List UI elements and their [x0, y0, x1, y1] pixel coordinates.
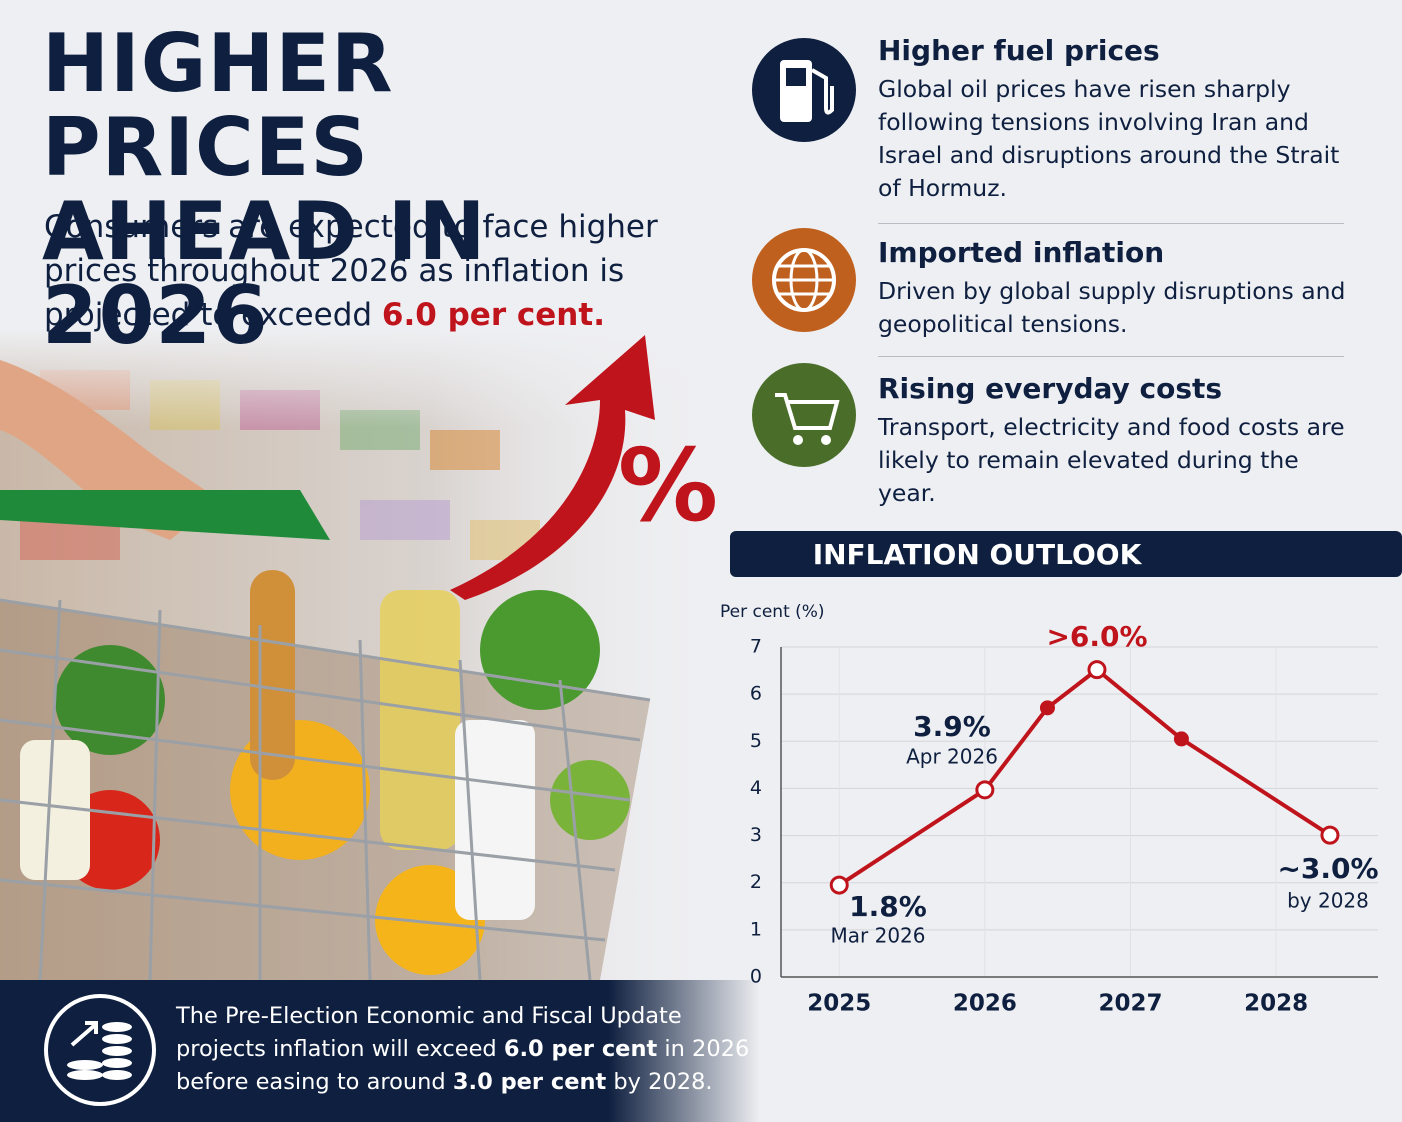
- footer-icon: [44, 994, 156, 1106]
- footer-part: by 2028.: [606, 1069, 713, 1095]
- feature-text: Global oil prices have risen sharply fol…: [878, 75, 1340, 202]
- cart-handle: [0, 490, 330, 540]
- footer-highlight: 6.0 per cent: [503, 1036, 658, 1062]
- title-line: AHEAD IN 2026: [42, 185, 487, 362]
- title: HIGHER PRICES AHEAD IN 2026: [42, 22, 722, 358]
- arrow: [450, 335, 655, 600]
- feature-title: Higher fuel prices: [878, 34, 1160, 67]
- footer-text: The Pre-Election Economic and Fiscal Upd…: [176, 1000, 766, 1099]
- title-line: HIGHER PRICES: [42, 17, 394, 194]
- footer-part: in 2026 before easing to around: [176, 1036, 750, 1095]
- feature: Rising everyday costs Transport, electric…: [878, 372, 1348, 510]
- footer-band: [0, 980, 760, 1122]
- divider: [878, 356, 1344, 357]
- feature-title: Rising everyday costs: [878, 372, 1223, 405]
- footer-highlight: 3.0 per cent: [452, 1069, 607, 1095]
- feature: Imported inflation Driven by global suppl…: [878, 236, 1348, 341]
- cart: [0, 570, 651, 981]
- feature-text: Transport, electricity and food costs ar…: [878, 413, 1345, 507]
- percent-symbol: %: [618, 427, 718, 544]
- subtitle-text: Consumers are expected to face higher pr…: [44, 209, 658, 333]
- fuel-icon: [752, 38, 856, 142]
- feature: Higher fuel prices Global oil prices have…: [878, 34, 1348, 205]
- footer-part: The Pre-Election Economic and Fiscal Upd…: [176, 1003, 682, 1062]
- subtitle-highlight: 6.0 per cent.: [381, 297, 605, 333]
- cart-icon: [752, 363, 856, 467]
- feature-title: Imported inflation: [878, 236, 1165, 269]
- divider: [878, 223, 1344, 224]
- globe-icon: [752, 228, 856, 332]
- feature-text: Driven by global supply disruptions and …: [878, 277, 1346, 338]
- chart-banner: [730, 531, 1402, 577]
- subtitle: Consumers are expected to face higher pr…: [44, 205, 704, 337]
